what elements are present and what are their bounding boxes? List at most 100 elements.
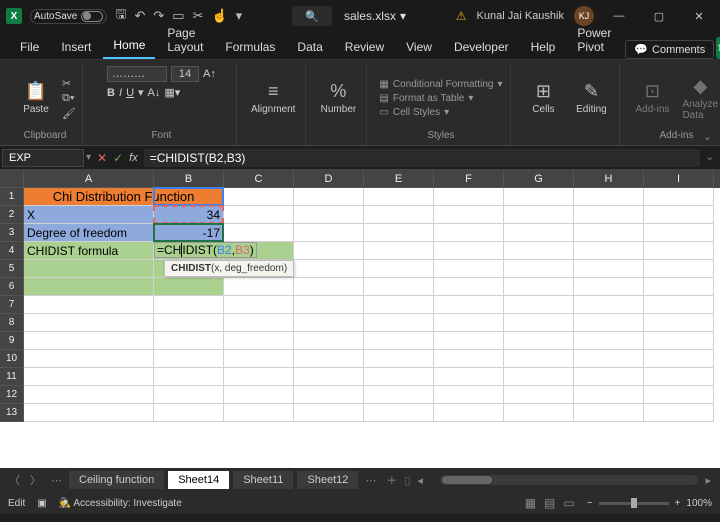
number-button[interactable]: % Number — [316, 79, 360, 117]
row-header[interactable]: 4 — [0, 242, 24, 260]
tab-review[interactable]: Review — [335, 35, 394, 59]
zoom-control[interactable]: − + 100% — [587, 498, 712, 509]
row-header[interactable]: 5 — [0, 260, 24, 278]
collapse-ribbon-icon[interactable]: ⌄ — [703, 130, 712, 143]
horizontal-scrollbar[interactable] — [440, 475, 699, 485]
tab-home[interactable]: Home — [103, 33, 155, 59]
tab-view[interactable]: View — [396, 35, 442, 59]
new-sheet-icon[interactable]: ＋ — [383, 472, 400, 488]
toggle-off-icon[interactable] — [81, 11, 103, 22]
row-header[interactable]: 13 — [0, 404, 24, 422]
sheet-nav-prev-icon[interactable]: 〈 — [6, 472, 23, 488]
normal-view-icon[interactable]: ▦ — [525, 496, 536, 510]
tab-insert[interactable]: Insert — [51, 35, 101, 59]
sheet-tab-active[interactable]: Sheet14 — [168, 471, 229, 489]
select-all-corner[interactable] — [0, 170, 24, 188]
analyze-data-button[interactable]: ◆ Analyze Data — [678, 74, 720, 123]
fx-icon[interactable]: fx — [129, 152, 138, 164]
page-layout-view-icon[interactable]: ▤ — [544, 496, 555, 510]
maximize-button[interactable]: ▢ — [644, 4, 674, 28]
cell-b2[interactable]: 34 — [154, 206, 224, 224]
grow-font-icon[interactable]: A↑ — [203, 68, 216, 80]
col-header[interactable]: B — [154, 170, 224, 188]
editing-button[interactable]: ✎ Editing — [569, 79, 613, 117]
tab-help[interactable]: Help — [521, 35, 566, 59]
cell-a1[interactable]: Chi Distribution Function — [24, 188, 224, 206]
addins-button[interactable]: ⊡ Add-ins — [630, 79, 674, 117]
warning-icon[interactable]: ⚠ — [456, 9, 467, 23]
cell-a4[interactable]: CHIDIST formula — [24, 242, 154, 260]
format-painter-button[interactable]: 🖌 — [62, 107, 76, 120]
col-header[interactable]: C — [224, 170, 294, 188]
cell-b3[interactable]: -17 — [154, 224, 224, 242]
search-box[interactable]: 🔍 — [292, 6, 332, 26]
copy-button[interactable]: ⧉▾ — [62, 92, 76, 105]
row-header[interactable]: 2 — [0, 206, 24, 224]
sheet-nav-more-icon[interactable]: ⋯ — [48, 474, 65, 487]
border-button[interactable]: ▦▾ — [164, 86, 180, 99]
worksheet-grid[interactable]: A B C D E F G H I 1 Chi Distribution Fun… — [0, 170, 720, 468]
comments-button[interactable]: 💬 Comments — [625, 40, 714, 59]
italic-button[interactable]: I — [119, 87, 122, 99]
sheet-overflow-icon[interactable]: ⋯ — [362, 474, 379, 487]
macro-record-icon[interactable]: ▣ — [37, 498, 46, 509]
tab-power-pivot[interactable]: Power Pivot — [567, 21, 621, 59]
cell-b4-editing[interactable]: =CHIDIST(B2,B3) — [154, 242, 257, 258]
touch-icon[interactable]: ☝ — [211, 8, 227, 24]
accessibility-status[interactable]: 🕵 Accessibility: Investigate — [59, 498, 182, 509]
col-header[interactable]: E — [364, 170, 434, 188]
row-header[interactable]: 12 — [0, 386, 24, 404]
row-header[interactable]: 6 — [0, 278, 24, 296]
col-header[interactable]: D — [294, 170, 364, 188]
col-header[interactable]: F — [434, 170, 504, 188]
share-button[interactable]: ⇧▾ — [716, 37, 720, 59]
row-header[interactable]: 1 — [0, 188, 24, 206]
col-header[interactable]: H — [574, 170, 644, 188]
cell-styles-button[interactable]: ▭Cell Styles ▾ — [379, 107, 502, 118]
tab-formulas[interactable]: Formulas — [215, 35, 285, 59]
col-header[interactable]: I — [644, 170, 714, 188]
sheet-tab[interactable]: Sheet11 — [233, 471, 293, 489]
zoom-slider[interactable] — [599, 502, 669, 505]
cut-button[interactable]: ✂ — [62, 77, 76, 90]
row-header[interactable]: 10 — [0, 350, 24, 368]
tab-data[interactable]: Data — [287, 35, 332, 59]
underline-button[interactable]: U — [126, 87, 134, 99]
tab-developer[interactable]: Developer — [444, 35, 519, 59]
zoom-in-icon[interactable]: + — [675, 498, 681, 509]
autosave-toggle[interactable]: AutoSave — [30, 9, 107, 24]
formula-bar[interactable]: =CHIDIST(B2,B3) — [144, 149, 700, 167]
bold-button[interactable]: B — [107, 87, 115, 99]
cell-a3[interactable]: Degree of freedom — [24, 224, 154, 242]
cancel-formula-icon[interactable]: ✕ — [97, 151, 107, 165]
col-header[interactable]: A — [24, 170, 154, 188]
zoom-out-icon[interactable]: − — [587, 498, 593, 509]
user-name[interactable]: Kunal Jai Kaushik — [477, 10, 564, 22]
cells-button[interactable]: ⊞ Cells — [521, 79, 565, 117]
font-size-combo[interactable]: 14 — [171, 66, 199, 82]
sheet-tab[interactable]: Ceiling function — [69, 471, 164, 489]
page-break-view-icon[interactable]: ▭ — [563, 496, 574, 510]
filename-label[interactable]: sales.xlsx ▾ — [344, 9, 406, 23]
row-header[interactable]: 8 — [0, 314, 24, 332]
row-header[interactable]: 7 — [0, 296, 24, 314]
zoom-level[interactable]: 100% — [686, 498, 712, 509]
close-button[interactable]: ✕ — [684, 4, 714, 28]
enter-formula-icon[interactable]: ✓ — [113, 151, 123, 165]
sheet-tab[interactable]: Sheet12 — [297, 471, 358, 489]
name-box[interactable] — [2, 149, 84, 167]
tab-file[interactable]: File — [10, 35, 49, 59]
shrink-font-icon[interactable]: A↓ — [148, 87, 161, 99]
paste-button[interactable]: 📋 Paste — [14, 79, 58, 117]
row-header[interactable]: 11 — [0, 368, 24, 386]
format-as-table-button[interactable]: ▤Format as Table ▾ — [379, 93, 502, 104]
cell-b4[interactable]: =CHIDIST(B2,B3) — [154, 242, 224, 260]
font-name-combo[interactable]: ……… — [107, 66, 167, 82]
conditional-formatting-button[interactable]: ▦Conditional Formatting ▾ — [379, 79, 502, 90]
row-header[interactable]: 3 — [0, 224, 24, 242]
alignment-button[interactable]: ≡ Alignment — [247, 79, 299, 117]
sheet-nav-next-icon[interactable]: 〉 — [27, 472, 44, 488]
cell-a2[interactable]: X — [24, 206, 154, 224]
save-icon[interactable]: 🖫 — [115, 5, 126, 27]
tab-page-layout[interactable]: Page Layout — [157, 21, 213, 59]
